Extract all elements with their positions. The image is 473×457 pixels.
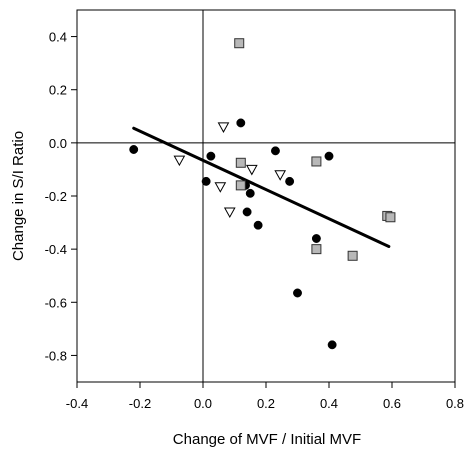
circle-point xyxy=(293,288,302,298)
y-axis-ticks: 0.4 0.2 0.0 -0.2 -0.4 -0.6 -0.8 xyxy=(45,30,77,363)
triangle-point xyxy=(214,182,227,193)
circle-point xyxy=(324,151,334,161)
circle-point xyxy=(311,234,321,243)
x-tick-label: 0.0 xyxy=(194,396,212,411)
x-tick-label: 0.6 xyxy=(383,396,401,411)
y-tick-label: -0.8 xyxy=(45,348,67,363)
x-tick-label: 0.4 xyxy=(320,396,338,411)
circle-point xyxy=(242,207,252,217)
triangle-point xyxy=(274,170,287,181)
data-points xyxy=(129,38,396,350)
y-axis-title: Change in S/I Ratio xyxy=(10,131,27,261)
y-tick-label: 0.4 xyxy=(49,30,67,45)
x-tick-label: 0.2 xyxy=(257,396,275,411)
circle-point xyxy=(285,176,295,186)
reference-lines xyxy=(77,10,455,382)
triangle-point xyxy=(245,164,258,176)
circle-point xyxy=(201,176,211,186)
x-axis-title: Change of MVF / Initial MVF xyxy=(173,431,361,448)
circle-point xyxy=(271,146,280,156)
circle-point xyxy=(206,151,216,161)
circle-point xyxy=(327,340,337,350)
trendline xyxy=(132,126,391,248)
trendline-group xyxy=(132,126,391,248)
circle-point xyxy=(253,220,263,230)
triangle-point xyxy=(217,122,230,133)
square-point xyxy=(311,156,322,167)
triangle-point xyxy=(173,155,186,167)
y-tick-label: 0.0 xyxy=(49,136,67,151)
plot-frame xyxy=(76,9,456,383)
square-point xyxy=(347,250,358,261)
triangle-point xyxy=(223,207,236,218)
y-tick-label: -0.6 xyxy=(45,295,67,310)
x-tick-label: 0.8 xyxy=(446,396,464,411)
square-point xyxy=(385,212,396,223)
square-point xyxy=(235,157,246,168)
y-tick-label: -0.2 xyxy=(45,189,67,204)
y-tick-label: -0.4 xyxy=(45,242,67,257)
circle-point xyxy=(236,118,246,128)
circle-point xyxy=(245,188,255,198)
square-point xyxy=(234,38,245,49)
x-axis-ticks: -0.4 -0.2 0.0 0.2 0.4 0.6 0.8 xyxy=(66,382,464,411)
square-point xyxy=(311,244,322,255)
circle-point xyxy=(129,145,139,154)
square-point xyxy=(235,180,246,191)
y-tick-label: 0.2 xyxy=(49,83,67,98)
x-tick-label: -0.4 xyxy=(66,396,88,411)
x-tick-label: -0.2 xyxy=(129,396,151,411)
